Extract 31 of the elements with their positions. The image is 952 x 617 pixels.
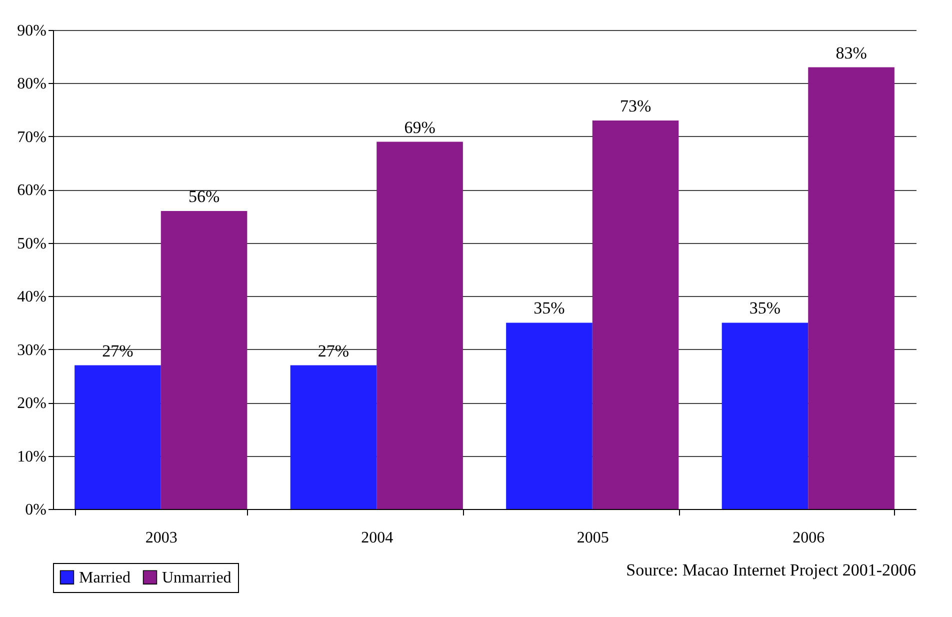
x-tick-label: 2004	[361, 530, 394, 546]
x-tick-label: 2005	[576, 530, 609, 546]
y-tick-label: 10%	[17, 448, 46, 466]
y-tick-label: 60%	[17, 182, 46, 200]
bar	[74, 365, 161, 509]
bar	[376, 142, 463, 509]
bar	[290, 365, 377, 509]
data-label: 35%	[534, 298, 565, 318]
bar	[160, 210, 248, 509]
x-tick-label: 2006	[792, 530, 825, 546]
y-tick-label: 50%	[17, 235, 46, 252]
y-tick-label: 70%	[17, 128, 46, 146]
bar	[592, 120, 679, 509]
data-label: 69%	[404, 118, 436, 137]
data-label: 83%	[836, 43, 867, 62]
bar	[722, 322, 808, 509]
y-tick-label: 30%	[17, 342, 46, 359]
bar	[808, 67, 894, 509]
source-note: Source: Macao Internet Project 2001-2006	[626, 560, 916, 580]
y-tick-label: 40%	[17, 288, 46, 306]
y-tick-label: 80%	[17, 76, 46, 93]
y-tick-label: 0%	[25, 502, 46, 518]
y-tick-label: 90%	[17, 22, 46, 40]
bar	[506, 322, 592, 509]
data-label: 73%	[620, 96, 652, 116]
x-tick-label: 2003	[145, 530, 178, 546]
y-tick-label: 20%	[17, 395, 46, 412]
data-label: 56%	[188, 186, 220, 206]
data-label: 35%	[749, 298, 781, 318]
legend-label: Married	[79, 569, 131, 586]
legend-label: Unmarried	[162, 569, 232, 586]
